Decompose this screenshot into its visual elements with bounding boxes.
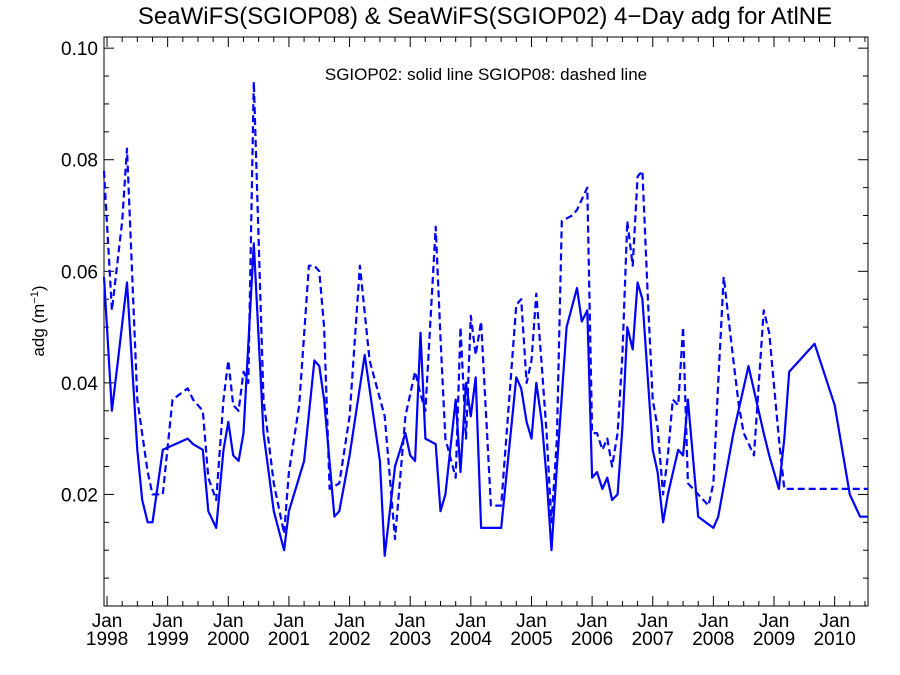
x-tick-year-label: 2000: [207, 629, 249, 650]
x-tick-month-label: Jan: [213, 611, 244, 632]
x-tick-year-label: 2002: [328, 629, 370, 650]
x-tick-month-label: Jan: [637, 611, 668, 632]
x-tick-month-label: Jan: [334, 611, 365, 632]
x-tick-month-label: Jan: [759, 611, 790, 632]
y-axis-label: adg (m−1): [29, 285, 48, 356]
x-tick-year-label: 2007: [632, 629, 674, 650]
series-layer: [102, 80, 868, 557]
series-line-sgiop02: [102, 242, 868, 557]
x-tick-month-label: Jan: [274, 611, 305, 632]
x-tick-year-label: 2009: [753, 629, 795, 650]
y-tick-label: 0.10: [61, 39, 98, 60]
y-axis-label-main: adg (m: [29, 304, 48, 357]
x-tick-month-label: Jan: [152, 611, 183, 632]
x-tick-year-label: 2003: [389, 629, 431, 650]
y-axis-ticks: 0.02 0.04 0.06 0.08 0.10: [61, 39, 868, 579]
x-tick-year-label: 2005: [510, 629, 552, 650]
series-line-sgiop08: [102, 80, 868, 541]
x-tick-year-label: 2001: [268, 629, 310, 650]
x-tick-year-label: 2004: [450, 629, 493, 650]
y-tick-label: 0.04: [61, 374, 98, 395]
chart-title: SeaWiFS(SGIOP08) & SeaWiFS(SGIOP02) 4−Da…: [138, 3, 832, 30]
legend-annotation: SGIOP02: solid line SGIOP08: dashed line: [325, 65, 647, 84]
x-axis-ticks: Jan1998Jan1999Jan2000Jan2001Jan2002Jan20…: [86, 37, 866, 650]
x-tick-year-label: 2006: [571, 629, 613, 650]
x-tick-year-label: 1999: [147, 629, 189, 650]
y-tick-label: 0.08: [61, 151, 98, 172]
x-tick-year-label: 1998: [86, 629, 128, 650]
x-tick-month-label: Jan: [698, 611, 729, 632]
x-tick-month-label: Jan: [395, 611, 426, 632]
x-tick-month-label: Jan: [92, 611, 123, 632]
x-tick-month-label: Jan: [516, 611, 547, 632]
y-axis-label-end: ): [29, 285, 48, 291]
x-tick-year-label: 2008: [692, 629, 734, 650]
x-tick-month-label: Jan: [456, 611, 487, 632]
x-tick-month-label: Jan: [819, 611, 850, 632]
y-tick-label: 0.06: [61, 262, 98, 283]
x-tick-month-label: Jan: [577, 611, 608, 632]
x-tick-year-label: 2010: [814, 629, 856, 650]
y-tick-label: 0.02: [61, 485, 98, 506]
y-axis-label-sup: −1: [29, 291, 41, 304]
